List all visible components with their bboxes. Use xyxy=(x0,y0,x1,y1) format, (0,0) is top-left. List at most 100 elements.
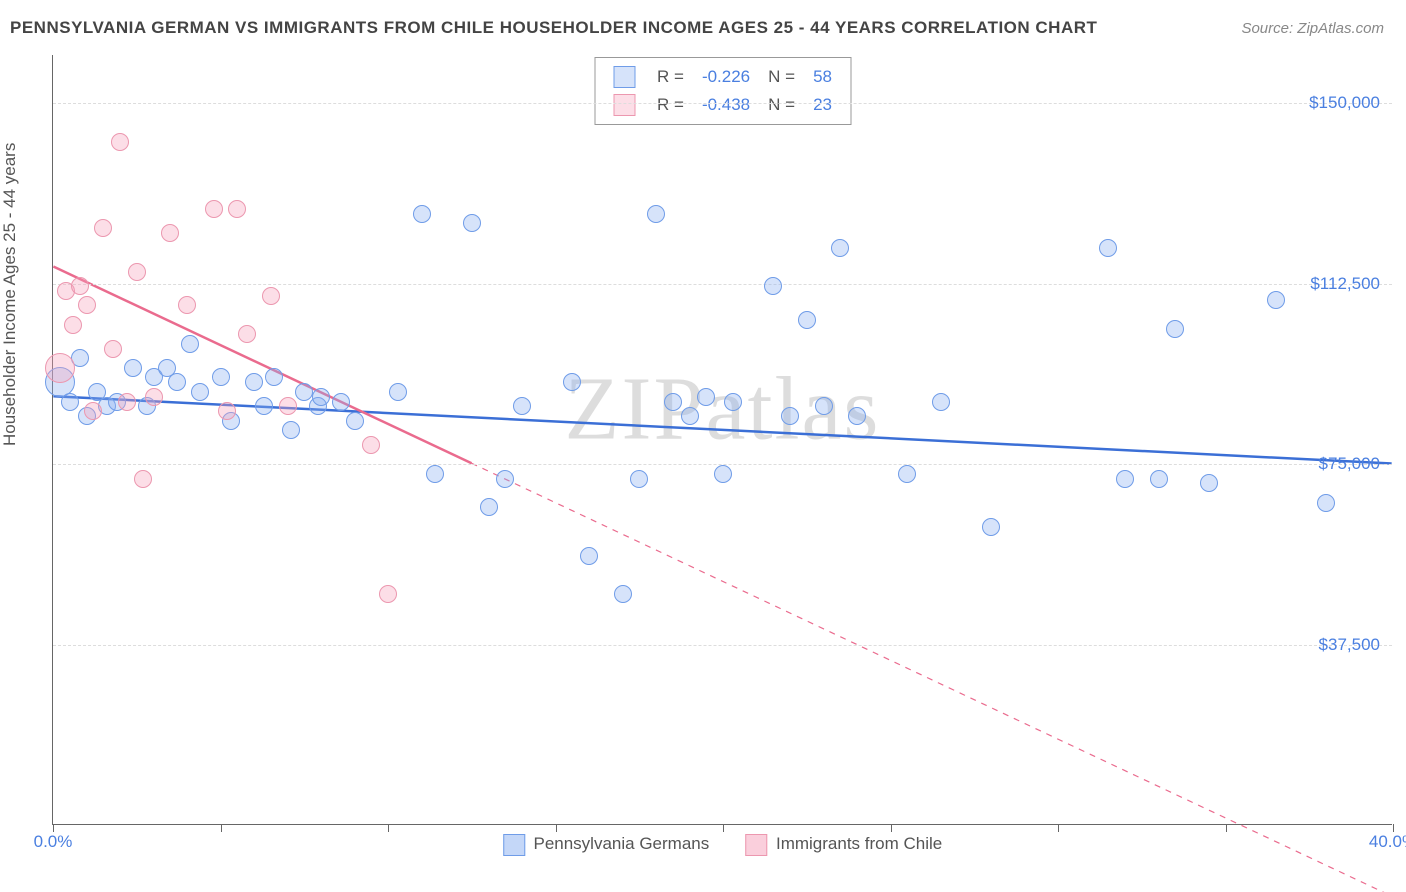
data-point xyxy=(45,353,75,383)
gridline-h xyxy=(53,103,1392,104)
data-point xyxy=(295,383,313,401)
legend-n-value: 58 xyxy=(805,64,840,90)
data-point xyxy=(178,296,196,314)
data-point xyxy=(982,518,1000,536)
data-point xyxy=(312,388,330,406)
data-point xyxy=(332,393,350,411)
y-axis-label: Householder Income Ages 25 - 44 years xyxy=(0,143,20,446)
data-point xyxy=(1267,291,1285,309)
data-point xyxy=(111,133,129,151)
data-point xyxy=(413,205,431,223)
data-point xyxy=(647,205,665,223)
trend-lines xyxy=(53,55,1392,824)
data-point xyxy=(1116,470,1134,488)
legend-label: Pennsylvania Germans xyxy=(533,834,709,853)
data-point xyxy=(71,277,89,295)
data-point xyxy=(191,383,209,401)
ytick-label: $112,500 xyxy=(1310,274,1380,294)
xtick xyxy=(221,824,222,832)
legend-r-label: R = xyxy=(649,64,692,90)
xtick xyxy=(556,824,557,832)
data-point xyxy=(630,470,648,488)
data-point xyxy=(212,368,230,386)
data-point xyxy=(614,585,632,603)
data-point xyxy=(848,407,866,425)
xtick xyxy=(723,824,724,832)
data-point xyxy=(496,470,514,488)
data-point xyxy=(1317,494,1335,512)
xtick-label: 0.0% xyxy=(34,832,73,852)
data-point xyxy=(128,263,146,281)
xtick xyxy=(53,824,54,832)
data-point xyxy=(513,397,531,415)
legend-r-label: R = xyxy=(649,92,692,118)
data-point xyxy=(426,465,444,483)
data-point xyxy=(161,224,179,242)
xtick xyxy=(891,824,892,832)
chart-title: PENNSYLVANIA GERMAN VS IMMIGRANTS FROM C… xyxy=(10,18,1097,38)
data-point xyxy=(64,316,82,334)
ytick-label: $75,000 xyxy=(1319,454,1380,474)
data-point xyxy=(262,287,280,305)
data-point xyxy=(898,465,916,483)
data-point xyxy=(815,397,833,415)
ytick-label: $150,000 xyxy=(1309,93,1380,113)
xtick xyxy=(388,824,389,832)
data-point xyxy=(78,296,96,314)
data-point xyxy=(681,407,699,425)
correlation-legend: R = -0.226N = 58R = -0.438N = 23 xyxy=(594,57,851,125)
data-point xyxy=(94,219,112,237)
data-point xyxy=(228,200,246,218)
legend-swatch xyxy=(613,66,635,88)
data-point xyxy=(389,383,407,401)
data-point xyxy=(1150,470,1168,488)
data-point xyxy=(245,373,263,391)
data-point xyxy=(580,547,598,565)
data-point xyxy=(145,388,163,406)
xtick xyxy=(1393,824,1394,832)
data-point xyxy=(724,393,742,411)
data-point xyxy=(463,214,481,232)
data-point xyxy=(168,373,186,391)
data-point xyxy=(134,470,152,488)
xtick xyxy=(1058,824,1059,832)
data-point xyxy=(563,373,581,391)
data-point xyxy=(124,359,142,377)
legend-r-value: -0.226 xyxy=(694,64,758,90)
source-label: Source: ZipAtlas.com xyxy=(1241,20,1384,37)
data-point xyxy=(238,325,256,343)
plot-area: ZIPatlas R = -0.226N = 58R = -0.438N = 2… xyxy=(52,55,1392,825)
data-point xyxy=(255,397,273,415)
data-point xyxy=(346,412,364,430)
data-point xyxy=(362,436,380,454)
legend-label: Immigrants from Chile xyxy=(776,834,942,853)
data-point xyxy=(1200,474,1218,492)
data-point xyxy=(781,407,799,425)
legend-swatch xyxy=(745,834,767,856)
legend-n-value: 23 xyxy=(805,92,840,118)
data-point xyxy=(118,393,136,411)
data-point xyxy=(664,393,682,411)
data-point xyxy=(84,402,102,420)
data-point xyxy=(265,368,283,386)
data-point xyxy=(932,393,950,411)
legend-swatch xyxy=(503,834,525,856)
data-point xyxy=(1166,320,1184,338)
data-point xyxy=(697,388,715,406)
xtick xyxy=(1226,824,1227,832)
data-point xyxy=(181,335,199,353)
gridline-h xyxy=(53,645,1392,646)
data-point xyxy=(104,340,122,358)
series-legend: Pennsylvania Germans Immigrants from Chi… xyxy=(485,834,961,856)
data-point xyxy=(764,277,782,295)
chart-container: PENNSYLVANIA GERMAN VS IMMIGRANTS FROM C… xyxy=(0,0,1406,892)
legend-n-label: N = xyxy=(760,92,803,118)
data-point xyxy=(831,239,849,257)
ytick-label: $37,500 xyxy=(1319,635,1380,655)
data-point xyxy=(1099,239,1117,257)
legend-swatch xyxy=(613,94,635,116)
data-point xyxy=(798,311,816,329)
legend-n-label: N = xyxy=(760,64,803,90)
xtick-label: 40.0% xyxy=(1369,832,1406,852)
data-point xyxy=(61,393,79,411)
